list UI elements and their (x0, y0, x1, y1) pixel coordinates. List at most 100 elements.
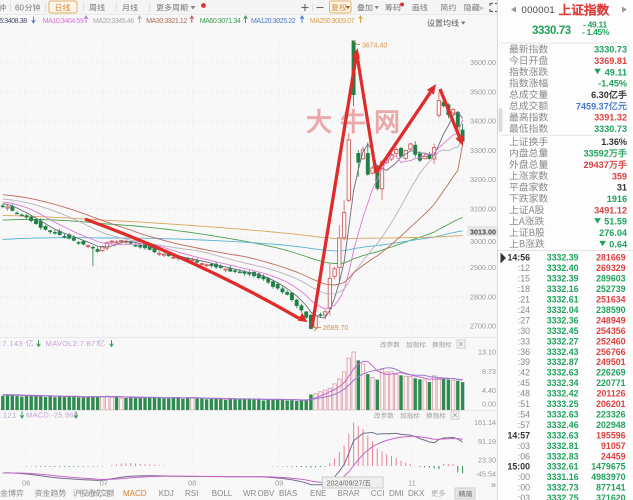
svg-text::48: :48 (518, 389, 530, 399)
svg-text:252739: 252739 (596, 284, 625, 294)
svg-text::7.143: :7.143 (0, 339, 23, 348)
svg-text:MACD: MACD (123, 489, 147, 498)
svg-text::30: :30 (518, 326, 530, 336)
svg-text:371620: 371620 (596, 493, 625, 500)
svg-text:161.14: 161.14 (474, 418, 496, 427)
svg-text:252460: 252460 (596, 336, 625, 346)
svg-text:1479675: 1479675 (591, 462, 625, 472)
svg-text::51: :51 (518, 399, 530, 409)
svg-text:1916: 1916 (607, 194, 627, 204)
svg-text:14:57: 14:57 (508, 430, 531, 440)
svg-text:60: 60 (15, 4, 24, 13)
svg-text:0.00: 0.00 (482, 400, 496, 409)
svg-text:4.40: 4.40 (482, 386, 496, 395)
svg-text:877141: 877141 (596, 483, 625, 493)
svg-text:8.73: 8.73 (482, 367, 496, 376)
svg-text:281669: 281669 (596, 253, 625, 263)
svg-text:3332.27: 3332.27 (547, 336, 579, 346)
svg-text:MACD:-25.962: MACD:-25.962 (26, 411, 78, 420)
svg-text:ENE: ENE (310, 489, 326, 498)
svg-text:3674.40: 3674.40 (362, 43, 387, 50)
svg-text::45: :45 (518, 378, 530, 388)
svg-text:256766: 256766 (596, 347, 625, 357)
svg-text:3332.39: 3332.39 (547, 274, 579, 284)
svg-text:3332.83: 3332.83 (547, 451, 579, 461)
svg-text:29437: 29437 (584, 160, 609, 170)
svg-text:249501: 249501 (596, 357, 625, 367)
svg-text:3332.81: 3332.81 (547, 441, 579, 451)
svg-text:»: » (479, 3, 484, 13)
svg-text:3000.00: 3000.00 (470, 237, 496, 246)
svg-text:MA5:3408.38: MA5:3408.38 (0, 18, 27, 25)
svg-text:2700.00: 2700.00 (470, 322, 496, 331)
svg-text::36: :36 (518, 347, 530, 357)
svg-text:51.59: 51.59 (604, 217, 627, 227)
svg-text:13.10: 13.10 (478, 348, 496, 357)
svg-text::27: :27 (518, 315, 530, 325)
svg-text:3332.16: 3332.16 (547, 284, 579, 294)
svg-text:000001: 000001 (522, 5, 556, 16)
svg-text::06: :06 (518, 451, 530, 461)
svg-text:3330.73: 3330.73 (532, 25, 571, 37)
svg-text:3391.32: 3391.32 (594, 113, 627, 123)
svg-text:91.19: 91.19 (478, 437, 496, 446)
svg-text:254356: 254356 (596, 326, 625, 336)
svg-text:3200.00: 3200.00 (470, 175, 496, 184)
svg-text:359: 359 (612, 171, 627, 181)
svg-text:7.121: 7.121 (0, 411, 17, 420)
svg-text:3330.73: 3330.73 (594, 124, 627, 134)
svg-text:201126: 201126 (597, 389, 626, 399)
svg-text:223326: 223326 (596, 409, 625, 419)
svg-text:3332.42: 3332.42 (547, 389, 579, 399)
svg-text:DKX: DKX (408, 489, 425, 498)
svg-text:269329: 269329 (596, 263, 625, 273)
svg-text:3332.63: 3332.63 (547, 368, 579, 378)
svg-text:3300.00: 3300.00 (470, 146, 496, 155)
svg-text::39: :39 (518, 357, 530, 367)
svg-text:MAVOL2:7.877: MAVOL2:7.877 (46, 339, 100, 348)
svg-text:238590: 238590 (596, 305, 625, 315)
svg-text:7459.37: 7459.37 (576, 101, 609, 111)
svg-text:WR: WR (243, 489, 257, 498)
svg-text:2800.00: 2800.00 (470, 292, 496, 301)
svg-text:2900.00: 2900.00 (470, 263, 496, 272)
svg-text:07: 07 (100, 479, 108, 488)
svg-text:06: 06 (22, 479, 30, 488)
svg-text:08: 08 (188, 479, 196, 488)
svg-text:- 49.11: - 49.11 (583, 20, 607, 30)
svg-text:3332.40: 3332.40 (547, 263, 579, 273)
svg-text:202948: 202948 (596, 420, 625, 430)
svg-text:3332.46: 3332.46 (547, 420, 579, 430)
svg-text:3332.63: 3332.63 (547, 430, 579, 440)
svg-text:3332.73: 3332.73 (547, 483, 579, 493)
svg-text:3332.34: 3332.34 (547, 378, 579, 388)
svg-text:1.36%: 1.36% (601, 137, 627, 147)
svg-text:3369.81: 3369.81 (594, 56, 627, 66)
svg-text:3332.39: 3332.39 (547, 253, 579, 263)
svg-text::12: :12 (518, 263, 530, 273)
svg-text:3332.61: 3332.61 (547, 295, 579, 305)
svg-text:248949: 248949 (596, 315, 625, 325)
svg-text::03: :03 (518, 493, 530, 500)
svg-text:31: 31 (617, 183, 627, 193)
svg-text:»: » (491, 480, 496, 490)
svg-text::33: :33 (518, 336, 530, 346)
svg-text::00: :00 (518, 483, 530, 493)
svg-text:-45.54: -45.54 (476, 470, 496, 479)
svg-text:DMI: DMI (389, 489, 404, 498)
svg-text:BRAR: BRAR (338, 489, 360, 498)
svg-text::54: :54 (518, 409, 530, 419)
svg-text:MA120:3025.22: MA120:3025.22 (251, 18, 296, 25)
svg-text:MA60:3071.34: MA60:3071.34 (200, 18, 241, 25)
svg-text:6.30: 6.30 (591, 90, 609, 100)
svg-text:11: 11 (408, 479, 416, 488)
svg-text:3600.00: 3600.00 (470, 58, 496, 67)
svg-text:220771: 220771 (596, 378, 625, 388)
svg-text:3100.00: 3100.00 (470, 205, 496, 214)
svg-text::42: :42 (518, 368, 530, 378)
svg-text:3331.16: 3331.16 (547, 472, 579, 482)
svg-text:3500.00: 3500.00 (470, 87, 496, 96)
svg-text:3332.36: 3332.36 (547, 315, 579, 325)
svg-text:0.64: 0.64 (609, 239, 628, 249)
svg-text:MA10:3404.59: MA10:3404.59 (43, 18, 84, 25)
